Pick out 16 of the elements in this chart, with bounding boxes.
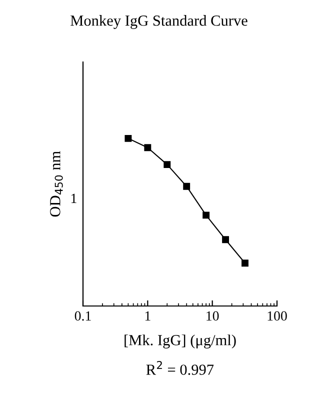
point (164, 161, 171, 168)
point (144, 144, 152, 152)
x-tick-label: 10 (206, 311, 219, 321)
point (242, 260, 248, 267)
point (124, 134, 132, 142)
chart-title: Monkey IgG Standard Curve (70, 15, 248, 29)
text: R$^{2}$ = 0.997 (146, 360, 214, 375)
x-tick-label: 100 (268, 311, 287, 321)
y-axis-title: OD$_{450}$ nm (50, 151, 63, 217)
point (222, 236, 230, 244)
x-axis-title: [Mk. IgG] (μg/ml) (124, 334, 236, 348)
x-tick-label: 1 (145, 311, 150, 320)
text: 1 (71, 194, 76, 203)
x-tick-label: 0.1 (74, 311, 91, 321)
point (183, 182, 190, 190)
point (202, 212, 210, 219)
